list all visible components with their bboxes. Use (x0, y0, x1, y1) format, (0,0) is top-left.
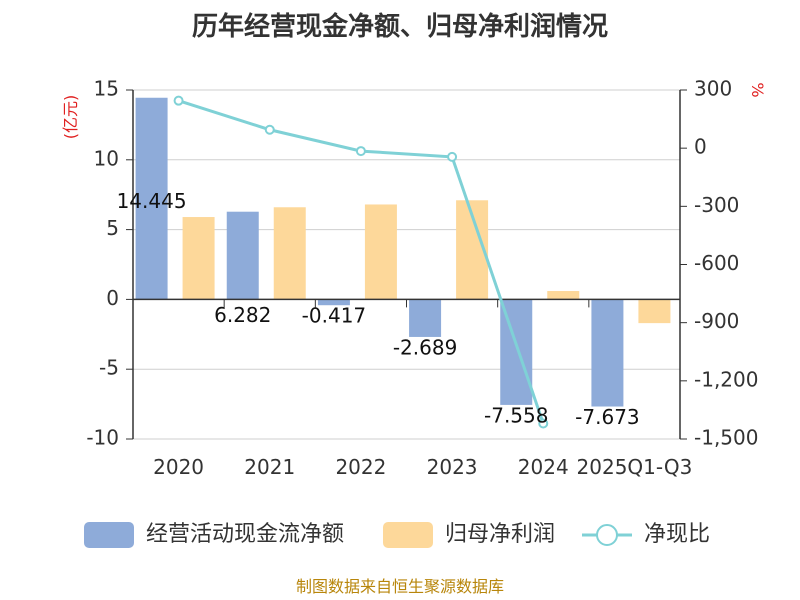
legend-label-cashflow: 经营活动现金流净额 (146, 522, 344, 547)
right-tick-label-2: -300 (694, 193, 739, 217)
left-tick-label-5: -10 (86, 426, 119, 450)
data-label-2021: 6.282 (214, 303, 271, 327)
left-tick-label-0: 15 (94, 77, 119, 101)
bar-netprofit-2024 (547, 291, 580, 300)
bar-netprofit-2021 (273, 207, 306, 300)
ratio-point-2024 (538, 418, 549, 429)
left-tick-label-1: 10 (94, 146, 119, 170)
bar-cashflow-2022 (317, 299, 350, 306)
ratio-point-2021 (264, 124, 275, 135)
ratio-point-2022 (355, 146, 366, 157)
bar-netprofit-2022 (364, 204, 397, 300)
legend-label-ratio: 净现比 (644, 522, 710, 547)
bar-cashflow-2025Q1-Q3 (591, 299, 624, 407)
chart-title: 历年经营现金净额、归母净利润情况 (192, 11, 608, 42)
ratio-point-2023 (447, 151, 458, 162)
x-tick-label-1: 2021 (244, 455, 295, 479)
left-tick-label-3: 0 (106, 286, 119, 310)
right-axis-unit: % (748, 82, 767, 97)
ratio-point-2020 (173, 95, 184, 106)
x-tick-label-2: 2022 (335, 455, 386, 479)
x-tick-label-3: 2023 (427, 455, 478, 479)
left-axis-unit: (亿元) (61, 95, 80, 140)
bar-netprofit-2025Q1-Q3 (638, 299, 671, 324)
data-label-2023: -2.689 (393, 335, 457, 359)
right-tick-label-4: -900 (694, 309, 739, 333)
legend-swatch-ratio-marker (596, 524, 618, 546)
right-tick-label-3: -600 (694, 251, 739, 275)
data-labels: 14.445 6.282 -0.417 -2.689 -7.558 -7.673 (117, 189, 640, 429)
x-tick-label-4: 2024 (518, 455, 569, 479)
bar-netprofit-2020 (182, 217, 215, 300)
right-tick-label-1: 0 (694, 135, 707, 159)
legend: 经营活动现金流净额 归母净利润 净现比 (84, 522, 710, 548)
data-label-2025Q1-Q3: -7.673 (575, 405, 639, 429)
tick-labels: 151050-5-103000-300-600-900-1,200-1,5002… (86, 77, 758, 480)
legend-swatch-netprofit (383, 522, 433, 548)
data-label-2024: -7.558 (484, 403, 548, 427)
x-tick-label-0: 2020 (153, 455, 204, 479)
legend-label-netprofit: 归母净利润 (445, 522, 555, 547)
gridlines (133, 89, 680, 440)
legend-swatch-cashflow (84, 522, 134, 548)
bars (135, 97, 671, 407)
right-tick-label-6: -1,500 (694, 426, 758, 450)
data-label-2020: 14.445 (117, 189, 187, 213)
right-tick-label-0: 300 (694, 77, 732, 101)
data-label-2022: -0.417 (302, 304, 366, 328)
left-tick-label-2: 5 (106, 216, 119, 240)
right-tick-label-5: -1,200 (694, 367, 758, 391)
source-note: 制图数据来自恒生聚源数据库 (296, 577, 504, 596)
bar-cashflow-2020 (135, 97, 168, 300)
x-tick-label-5: 2025Q1-Q3 (577, 455, 693, 479)
bar-cashflow-2021 (226, 211, 259, 300)
line-series (173, 95, 549, 429)
axes (126, 89, 687, 440)
bar-cashflow-2023 (409, 299, 442, 337)
left-tick-label-4: -5 (99, 356, 119, 380)
